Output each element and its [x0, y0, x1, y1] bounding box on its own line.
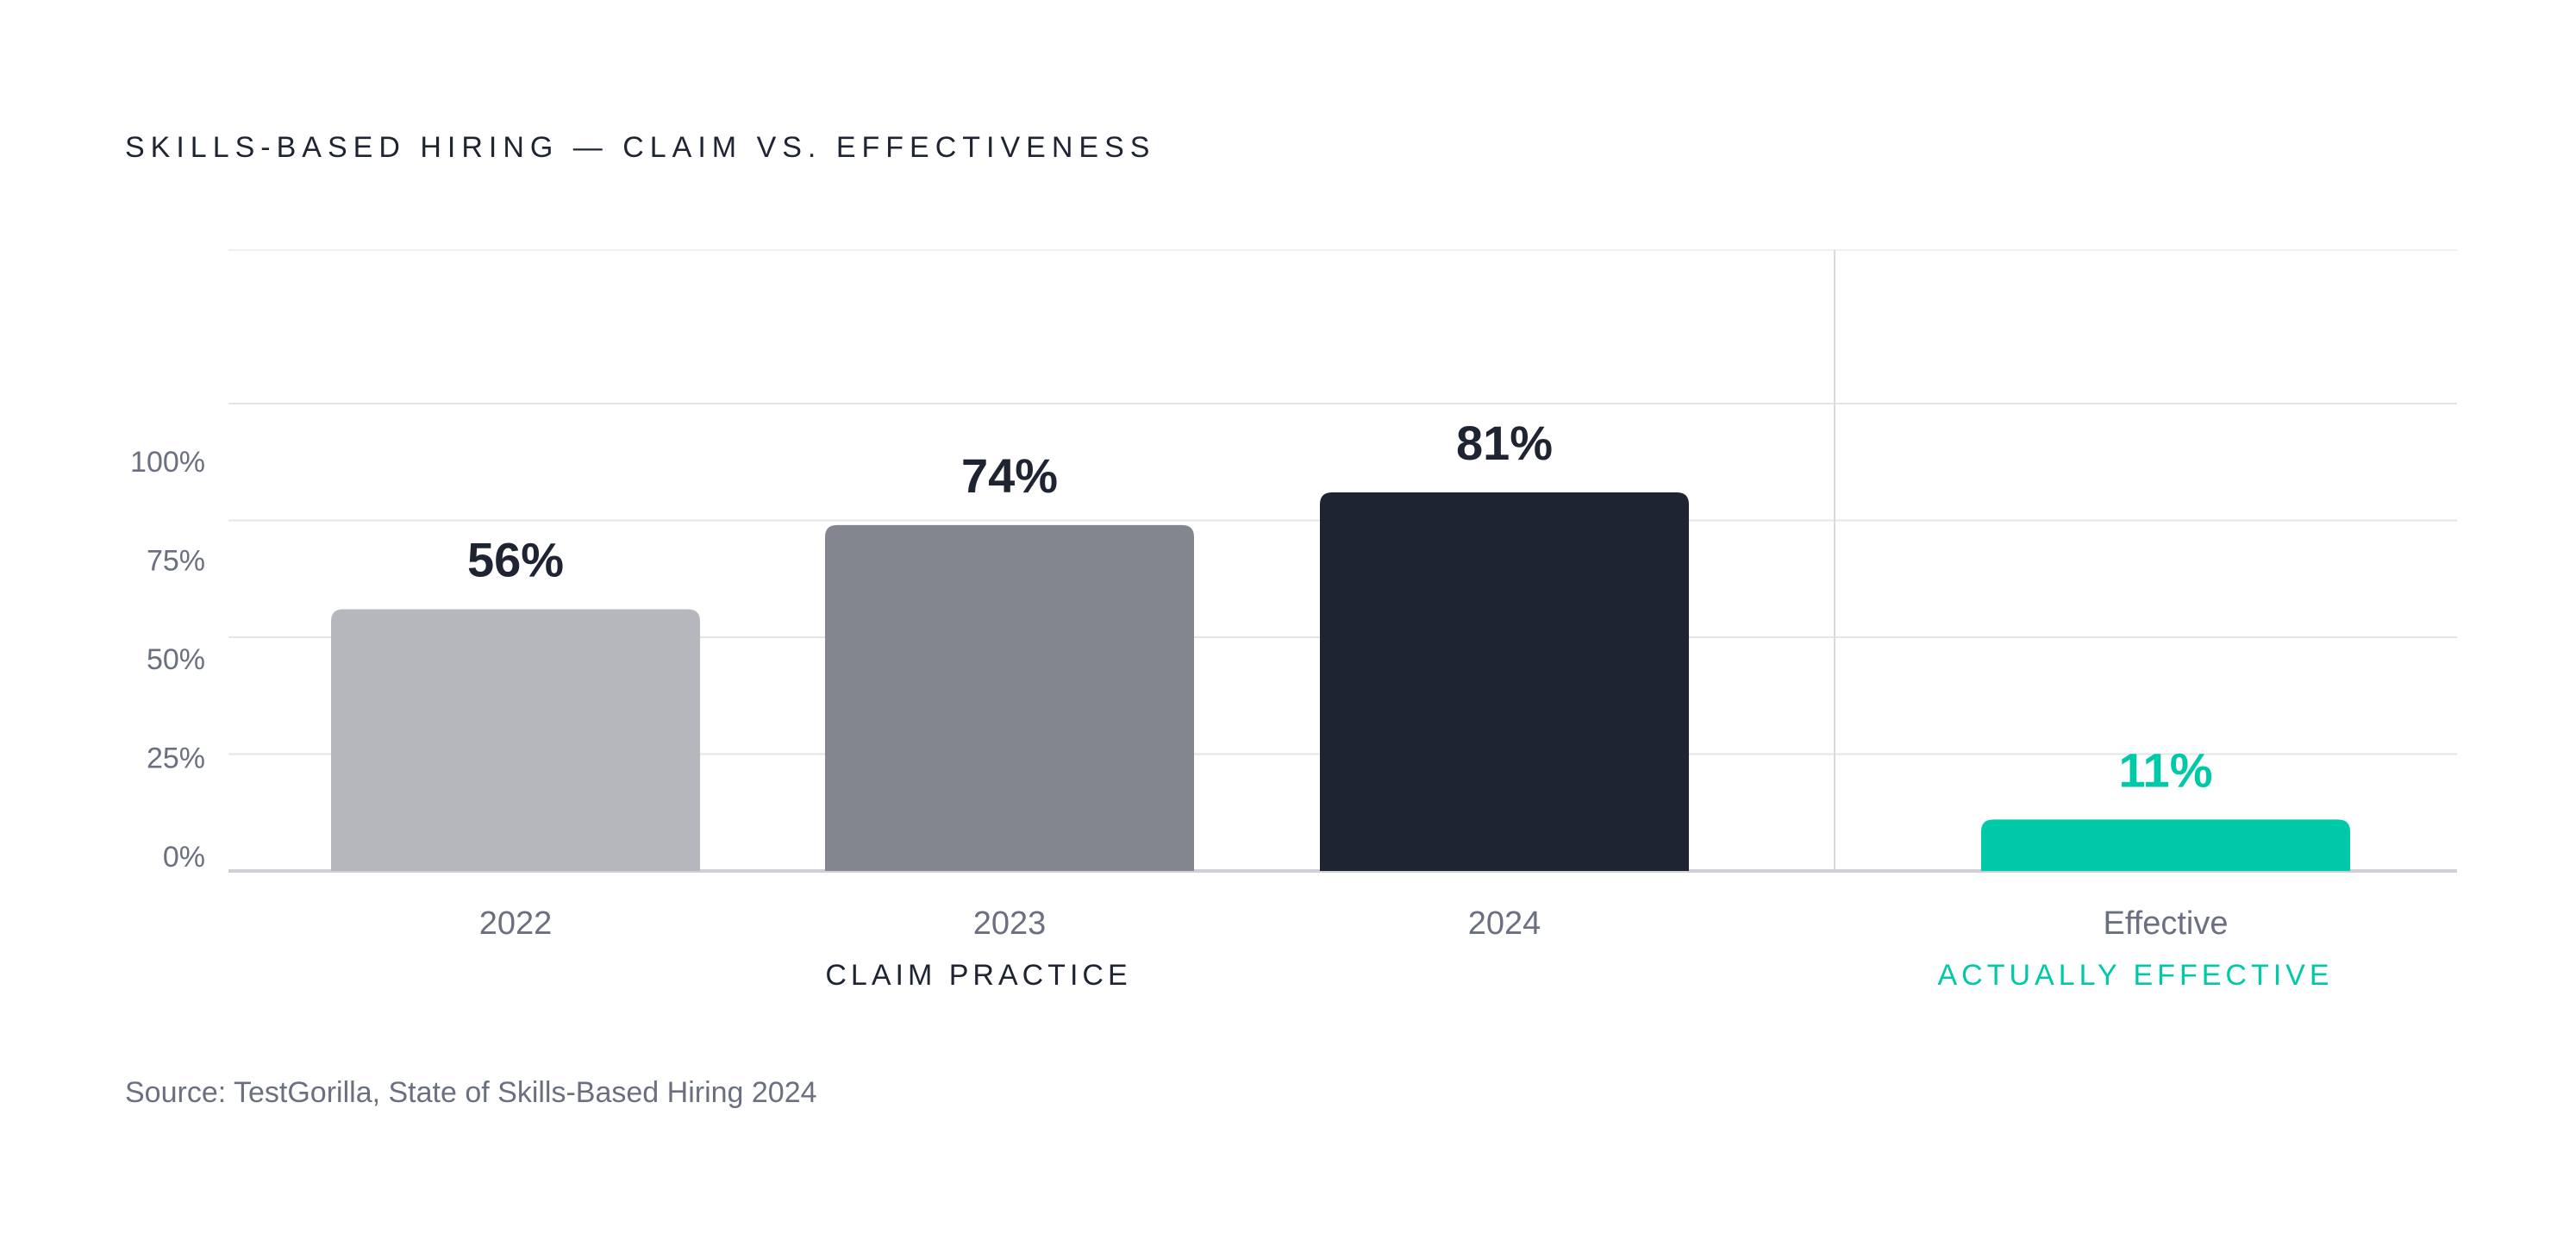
y-axis-ticks: 0% 25% 50% 75% 100% [130, 446, 205, 874]
group-label-actually-effective: ACTUALLY EFFECTIVE [1937, 959, 2333, 992]
value-label-2024: 81% [1456, 416, 1553, 470]
category-label-effective: Effective [2103, 905, 2228, 942]
source-note: Source: TestGorilla, State of Skills-Bas… [125, 1076, 817, 1109]
value-label-effective: 11% [2119, 742, 2213, 797]
bar-effective [1981, 819, 2350, 871]
y-tick-label-50: 50% [147, 643, 205, 676]
value-label-2023: 74% [961, 448, 1058, 503]
group-label-claim-practice: CLAIM PRACTICE [825, 959, 1131, 992]
y-tick-label-75: 75% [147, 545, 205, 578]
category-label-2023: 2023 [973, 905, 1047, 942]
bar-2023 [825, 524, 1194, 871]
category-label-2024: 2024 [1468, 905, 1541, 942]
y-tick-label-0: 0% [163, 841, 205, 874]
bars [331, 492, 2350, 871]
bar-2024 [1320, 492, 1689, 871]
y-tick-label-25: 25% [147, 742, 205, 775]
category-label-2022: 2022 [479, 905, 553, 942]
value-labels: 56% 74% 81% 11% [467, 416, 2213, 797]
chart-title: SKILLS-BASED HIRING — CLAIM VS. EFFECTIV… [125, 131, 1156, 164]
bar-2022 [331, 609, 700, 871]
y-tick-label-100: 100% [130, 446, 205, 479]
category-labels: 2022 2023 2024 Effective [479, 905, 2229, 942]
value-label-2022: 56% [467, 532, 564, 586]
group-labels: CLAIM PRACTICE ACTUALLY EFFECTIVE [825, 959, 2333, 992]
